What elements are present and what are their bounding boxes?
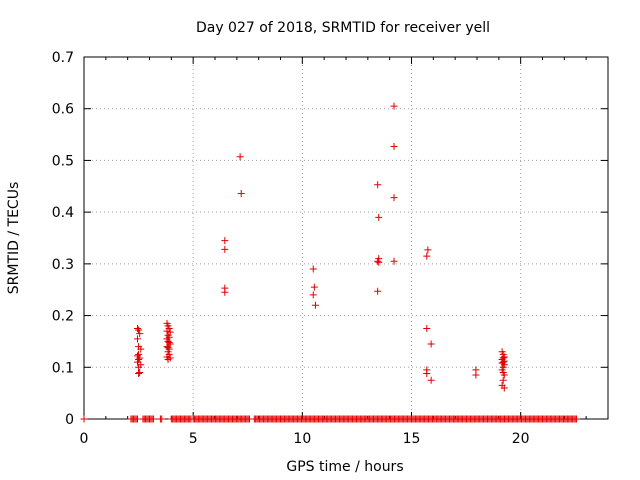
data-point <box>221 288 229 296</box>
data-point-zero <box>573 415 581 423</box>
data-point <box>499 376 507 384</box>
data-point <box>221 245 229 253</box>
data-point <box>310 283 318 291</box>
x-tick-label: 10 <box>293 431 311 447</box>
data-point <box>136 368 144 376</box>
data-point <box>374 181 382 189</box>
data-point-zero <box>158 415 166 423</box>
y-axis-label: SRMTID / TECUs <box>6 182 22 295</box>
data-point <box>500 384 508 392</box>
chart-title: Day 027 of 2018, SRMTID for receiver yel… <box>196 20 490 36</box>
data-point <box>237 190 245 198</box>
data-point <box>309 291 317 299</box>
data-point <box>427 376 435 384</box>
data-point-zero <box>80 415 88 423</box>
data-point <box>390 102 398 110</box>
data-point <box>390 194 398 202</box>
data-point <box>309 265 317 273</box>
data-points <box>80 102 581 423</box>
y-tick-label: 0.5 <box>52 153 74 169</box>
data-point <box>135 369 143 377</box>
data-point <box>135 363 143 371</box>
y-tick-label: 0.3 <box>52 257 74 273</box>
data-point <box>374 257 382 265</box>
data-point <box>165 338 173 346</box>
data-point <box>236 153 244 161</box>
data-point-zero <box>149 415 157 423</box>
data-point <box>221 237 229 245</box>
data-point <box>500 371 508 379</box>
x-tick-label: 15 <box>403 431 421 447</box>
axis-ticks: 0 5 10 15 20 0 0.1 0.2 0.3 0.4 0.5 0.6 0.7 <box>52 50 608 447</box>
x-tick-label: 20 <box>512 431 530 447</box>
grid <box>84 57 608 419</box>
data-point <box>375 258 383 266</box>
data-point <box>390 257 398 265</box>
data-point <box>423 252 431 260</box>
y-tick-label: 0.4 <box>52 205 74 221</box>
data-point <box>137 345 145 353</box>
data-point <box>374 287 382 295</box>
y-tick-label: 0 <box>65 412 74 428</box>
x-axis-label: GPS time / hours <box>286 459 403 475</box>
data-point <box>136 354 144 362</box>
data-point <box>135 326 143 334</box>
y-tick-label: 0.6 <box>52 102 74 118</box>
x-tick-label: 0 <box>80 431 89 447</box>
data-point <box>423 369 431 377</box>
data-point <box>163 327 171 335</box>
data-point <box>136 330 144 338</box>
data-point <box>133 335 141 343</box>
data-point <box>390 142 398 150</box>
data-point <box>375 213 383 221</box>
x-tick-label: 5 <box>189 431 198 447</box>
data-point <box>133 325 141 332</box>
data-point <box>427 340 435 348</box>
data-point <box>424 246 432 254</box>
y-tick-label: 0.7 <box>52 50 74 66</box>
data-point <box>311 301 319 309</box>
y-tick-label: 0.2 <box>52 309 74 325</box>
y-tick-label: 0.1 <box>52 360 74 376</box>
data-point <box>423 325 431 332</box>
data-point <box>472 371 480 379</box>
data-point <box>164 356 172 364</box>
